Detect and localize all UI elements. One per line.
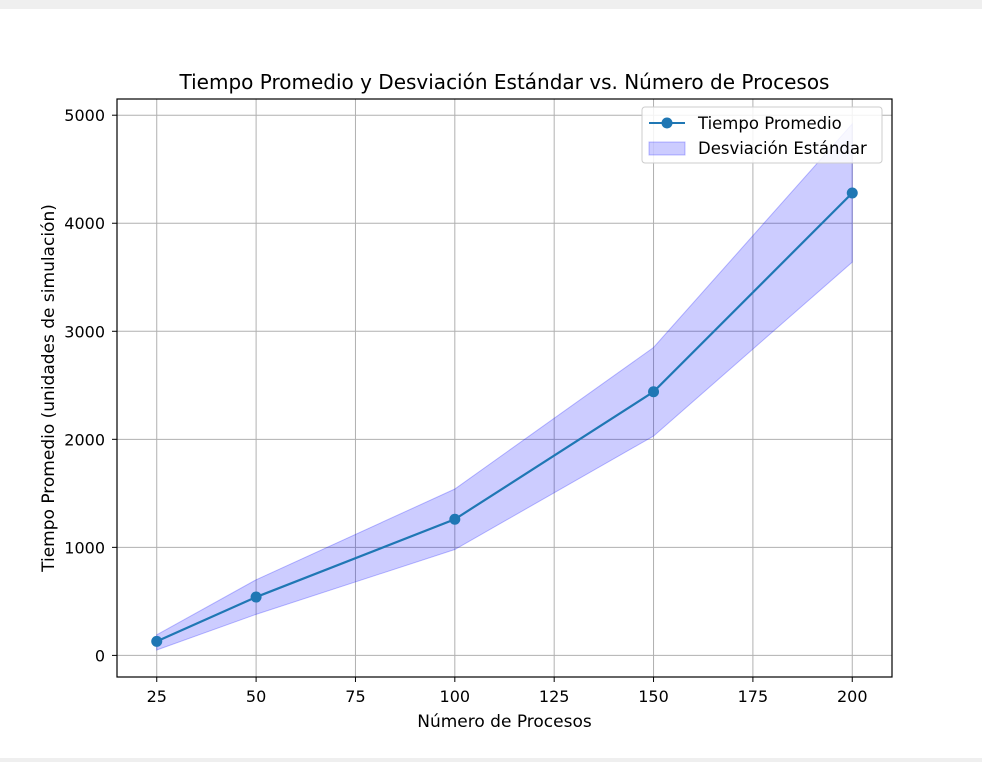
x-tick-label: 150 bbox=[638, 687, 669, 706]
legend-label-std: Desviación Estándar bbox=[698, 139, 867, 158]
y-axis-label: Tiempo Promedio (unidades de simulación) bbox=[39, 204, 59, 573]
x-tick-label: 25 bbox=[147, 687, 167, 706]
x-tick-label: 100 bbox=[440, 687, 471, 706]
legend-band-swatch bbox=[648, 141, 686, 156]
mean-point bbox=[846, 187, 858, 199]
y-tick-label: 4000 bbox=[64, 214, 105, 233]
y-tick-label: 0 bbox=[95, 646, 105, 665]
plot-area-border bbox=[116, 98, 893, 678]
legend-marker-swatch bbox=[661, 117, 673, 129]
y-tick-label: 2000 bbox=[64, 430, 105, 449]
y-tick-label: 3000 bbox=[64, 322, 105, 341]
x-tick-label: 200 bbox=[837, 687, 868, 706]
mean-point bbox=[250, 591, 262, 603]
x-tick-label: 75 bbox=[345, 687, 365, 706]
legend-label-mean: Tiempo Promedio bbox=[697, 114, 842, 133]
x-axis-label: Número de Procesos bbox=[417, 712, 592, 732]
mean-line-layer bbox=[151, 187, 858, 647]
x-tick-label: 125 bbox=[539, 687, 570, 706]
mean-point bbox=[449, 513, 461, 525]
y-tick-label: 1000 bbox=[64, 538, 105, 557]
x-tick-label: 175 bbox=[738, 687, 769, 706]
mean-point bbox=[151, 635, 163, 647]
legend: Tiempo Promedio Desviación Estándar bbox=[641, 106, 883, 164]
std-band-layer bbox=[156, 122, 853, 651]
y-tick-label: 5000 bbox=[64, 106, 105, 125]
chart-frame: 25 50 75 100 125 150 175 200 0 1000 2000 3000 4000 50… bbox=[0, 9, 982, 758]
grid bbox=[117, 99, 892, 677]
chart: 25 50 75 100 125 150 175 2000100020003000400050… bbox=[39, 70, 893, 732]
ticks: 25 50 75 100 125 150 175 2000100020003000400050… bbox=[64, 106, 867, 706]
legend-box bbox=[641, 106, 883, 164]
std-band bbox=[156, 122, 853, 651]
mean-point bbox=[648, 386, 660, 398]
x-tick-label: 50 bbox=[246, 687, 266, 706]
chart-title: Tiempo Promedio y Desviación Estándar vs… bbox=[179, 70, 830, 94]
